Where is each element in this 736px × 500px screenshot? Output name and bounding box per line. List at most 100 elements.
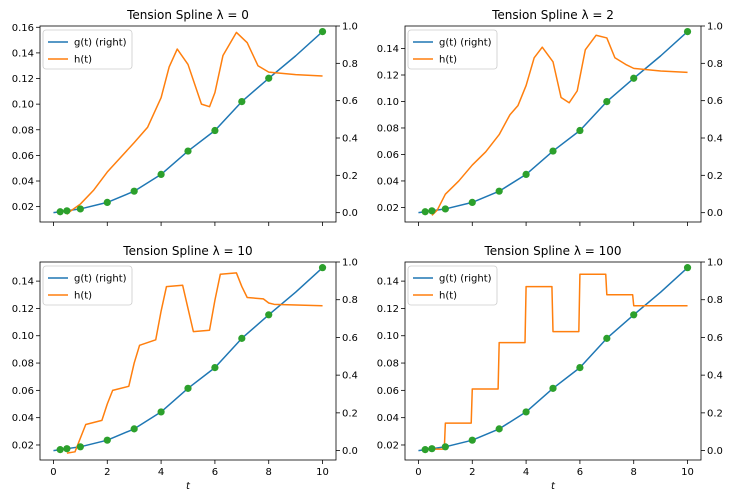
x-tick-label: 4 — [523, 467, 529, 478]
y-right-tick-label: 0.0 — [342, 208, 358, 219]
legend-label: g(t) (right) — [439, 38, 492, 49]
x-tick-label: 10 — [681, 467, 694, 478]
y-right-tick-label: 0.8 — [342, 59, 358, 70]
y-left-tick-label: 0.16 — [12, 23, 34, 34]
y-right-tick-label: 0.2 — [707, 171, 723, 182]
chart-title: Tension Spline λ = 10 — [122, 244, 252, 258]
subplot-2: Tension Spline λ = 2 0.02 0.04 0.06 0.08 0.10… — [377, 8, 723, 226]
h-series-line — [431, 273, 688, 450]
data-point — [549, 147, 557, 155]
axes-frame — [404, 261, 702, 461]
legend: g(t) (right) h(t) — [42, 29, 133, 70]
legend-label: g(t) (right) — [74, 38, 127, 49]
h-series-line — [66, 31, 323, 215]
data-point — [318, 264, 327, 272]
y-right-tick-label: 0.0 — [342, 446, 358, 457]
y-left-tick-label: 0.06 — [12, 386, 34, 397]
data-point — [103, 198, 111, 206]
data-point — [157, 408, 165, 416]
subplot-3: Tension Spline λ = 10 0 2 4 6 8 10 t 0.02 0.04 0.0… — [12, 244, 358, 492]
data-point — [549, 384, 557, 392]
data-point — [184, 384, 192, 392]
legend: g(t) (right) h(t) — [407, 265, 498, 306]
data-point — [157, 170, 165, 178]
axes-frame — [39, 261, 337, 461]
x-tick-label: 2 — [469, 467, 475, 478]
y-left-tick-label: 0.04 — [12, 177, 34, 188]
y-left-tick-label: 0.06 — [377, 386, 399, 397]
y-left-tick-label: 0.08 — [377, 123, 399, 134]
y-left-tick-label: 0.12 — [377, 71, 399, 82]
data-point — [238, 98, 246, 106]
y-left-tick-label: 0.04 — [12, 413, 34, 424]
data-point — [265, 74, 273, 82]
y-right-tick-label: 0.4 — [707, 371, 723, 382]
y-left-tick-label: 0.10 — [12, 331, 34, 342]
y-right-tick-label: 0.6 — [342, 96, 358, 107]
data-point — [468, 436, 476, 444]
data-point — [56, 446, 64, 454]
chart-title: Tension Spline λ = 0 — [126, 8, 249, 22]
y-left-tick-label: 0.14 — [377, 277, 399, 288]
y-left-tick-label: 0.02 — [377, 203, 399, 214]
data-point — [630, 311, 638, 319]
y-right-tick-label: 1.0 — [707, 258, 723, 269]
x-tick-label: 6 — [212, 467, 218, 478]
data-point — [63, 445, 71, 453]
data-point — [76, 205, 84, 213]
data-point — [495, 187, 503, 195]
data-point — [576, 126, 584, 135]
y-left-tick-label: 0.12 — [12, 304, 34, 315]
x-tick-label: 0 — [50, 467, 56, 478]
x-tick-label: 10 — [316, 467, 329, 478]
chart-title: Tension Spline λ = 100 — [483, 244, 621, 258]
data-point — [211, 126, 219, 135]
y-left-tick-label: 0.14 — [12, 277, 34, 288]
data-point — [76, 443, 84, 451]
y-right-tick-label: 0.2 — [707, 408, 723, 419]
data-point — [238, 334, 246, 342]
subplot-4: Tension Spline λ = 100 0 2 4 6 8 10 t 0.02 0.04 0.… — [377, 244, 723, 492]
h-series-line — [66, 272, 323, 454]
y-left-tick-label: 0.12 — [12, 74, 34, 85]
y-right-tick-label: 0.0 — [707, 208, 723, 219]
y-right-tick-label: 0.6 — [342, 333, 358, 344]
subplot-1: Tension Spline λ = 0 0.02 0.04 0.06 0.08 0.10… — [12, 8, 358, 226]
x-tick-label: 4 — [158, 467, 164, 478]
legend-label: h(t) — [439, 291, 457, 302]
y-right-tick-label: 0.4 — [342, 371, 358, 382]
data-point — [428, 445, 436, 453]
data-point — [603, 98, 611, 106]
data-point — [184, 147, 192, 155]
y-right-tick-label: 0.2 — [342, 408, 358, 419]
y-right-tick-label: 0.8 — [342, 295, 358, 306]
data-point — [495, 425, 503, 433]
y-left-tick-label: 0.14 — [377, 44, 399, 55]
data-point — [441, 443, 449, 451]
y-right-tick-label: 0.8 — [707, 59, 723, 70]
data-point — [421, 446, 429, 454]
x-tick-label: 6 — [577, 467, 583, 478]
h-series-line — [431, 34, 688, 216]
chart-title: Tension Spline λ = 2 — [491, 8, 614, 22]
data-point — [130, 187, 138, 195]
y-left-tick-label: 0.10 — [377, 97, 399, 108]
data-point — [56, 208, 64, 216]
data-point — [603, 334, 611, 342]
data-point — [683, 264, 692, 272]
legend-label: g(t) (right) — [439, 274, 492, 285]
data-point — [421, 208, 429, 216]
axes-frame — [39, 25, 337, 223]
legend-label: g(t) (right) — [74, 274, 127, 285]
data-point — [576, 364, 584, 372]
x-tick-label: 8 — [266, 467, 272, 478]
data-point — [103, 436, 111, 444]
y-right-tick-label: 1.0 — [707, 22, 723, 33]
y-right-tick-label: 0.4 — [342, 134, 358, 145]
y-right-tick-label: 0.4 — [707, 134, 723, 145]
y-right-tick-label: 1.0 — [342, 22, 358, 33]
data-point — [130, 425, 138, 433]
y-left-tick-label: 0.02 — [377, 440, 399, 451]
data-point — [522, 408, 530, 416]
y-left-tick-label: 0.02 — [12, 440, 34, 451]
